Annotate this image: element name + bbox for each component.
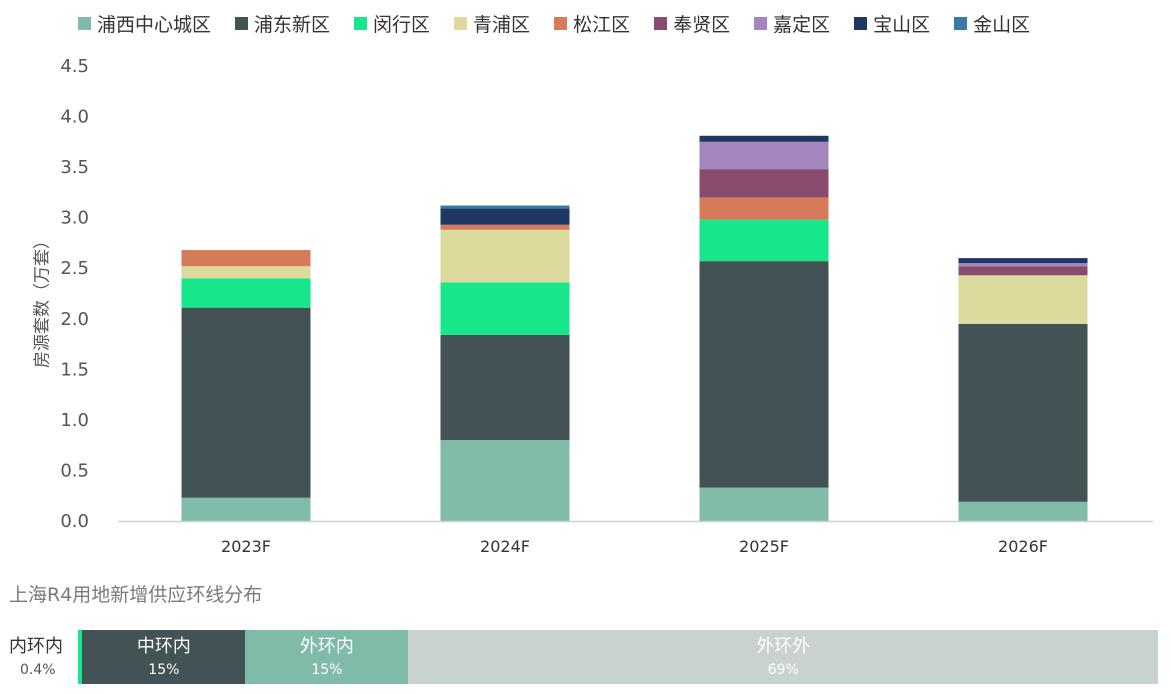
bar-segment: [958, 323, 1088, 502]
legend-item: 金山区: [954, 10, 1030, 37]
bar-segment: [699, 261, 829, 488]
bar-segment: [699, 135, 829, 142]
y-tick-label: 0.0: [60, 511, 89, 532]
bar-segment: [958, 501, 1088, 521]
legend-label: 嘉定区: [773, 13, 831, 36]
ring-distribution-bar: 中环内 15% 外环内 15% 外环外 69%: [78, 630, 1158, 684]
y-tick-label: 1.0: [60, 410, 89, 431]
legend-item: 浦东新区: [235, 10, 330, 37]
bar-segment: [181, 250, 311, 267]
legend-swatch: [454, 16, 468, 30]
legend-item: 嘉定区: [754, 10, 830, 37]
y-tick-label: 1.5: [60, 359, 89, 380]
y-tick-label: 2.0: [60, 309, 89, 330]
legend-item: 闵行区: [354, 10, 430, 37]
bar-segment: [440, 205, 570, 209]
legend-label: 金山区: [973, 13, 1031, 36]
x-tick-label: 2025F: [739, 537, 789, 556]
y-tick-label: 3.0: [60, 208, 89, 229]
y-tick-label: 2.5: [60, 258, 89, 279]
ring-pct-middle-ring: 15%: [148, 662, 180, 678]
y-tick-label: 4.0: [60, 107, 89, 128]
legend-item: 浦西中心城区: [78, 10, 211, 37]
legend-label: 青浦区: [473, 13, 531, 36]
y-tick-label: 3.5: [60, 157, 89, 178]
y-tick-label: 4.5: [60, 56, 89, 77]
bar-segment: [699, 141, 829, 170]
legend-label: 闵行区: [373, 13, 431, 36]
legend-item: 宝山区: [854, 10, 930, 37]
bar-segment: [958, 263, 1088, 267]
bar-segment: [181, 266, 311, 279]
bar-segment: [699, 487, 829, 521]
ring-pct-outer-ring: 15%: [311, 662, 343, 678]
bar-segment: [440, 224, 570, 230]
legend-item: 青浦区: [454, 10, 530, 37]
bar-segment: [440, 208, 570, 225]
ring-pct-inner-ring: 0.4%: [20, 662, 56, 678]
y-tick-label: 0.5: [60, 460, 89, 481]
x-tick-label: 2023F: [221, 537, 271, 556]
bar-segment: [699, 219, 829, 262]
bar-segment: [958, 266, 1088, 276]
legend-label: 浦西中心城区: [97, 13, 212, 36]
legend-label: 松江区: [573, 13, 631, 36]
legend-swatch: [654, 16, 668, 30]
ring-label-inner-ring: 内环内: [9, 636, 63, 657]
legend-swatch: [235, 16, 249, 30]
legend-swatch: [78, 16, 91, 30]
y-axis-label: 房源套数（万套）: [32, 232, 53, 368]
bar-segment: [440, 440, 570, 521]
bar-segment: [440, 282, 570, 335]
bar-segment: [440, 334, 570, 441]
ring-segment-inner-ring: [78, 630, 83, 684]
legend-label: 浦东新区: [254, 13, 331, 36]
bar-segment: [958, 258, 1088, 264]
x-tick-label: 2026F: [998, 537, 1048, 556]
legend-label: 奉贤区: [673, 13, 731, 36]
ring-segment-outside-outer-ring: 外环外 69%: [408, 630, 1158, 684]
legend-swatch: [854, 16, 868, 30]
legend-item: 松江区: [554, 10, 630, 37]
legend-swatch: [954, 16, 968, 30]
legend-item: 奉贤区: [654, 10, 730, 37]
ring-segment-middle-ring: 中环内 15%: [82, 630, 246, 684]
bar-segment: [699, 197, 829, 220]
legend-swatch: [554, 16, 568, 30]
bar-segment: [181, 278, 311, 308]
bar-segment: [699, 169, 829, 198]
ring-label-middle-ring: 中环内: [136, 636, 191, 657]
legend-swatch: [754, 16, 768, 30]
bar-segment: [181, 307, 311, 498]
x-tick-label: 2024F: [480, 537, 530, 556]
legend-label: 宝山区: [873, 13, 931, 36]
bar-segment: [181, 497, 311, 521]
chart-legend: 浦西中心城区 浦东新区 闵行区 青浦区 松江区 奉贤区 嘉定区 宝山区 金山区: [78, 10, 1054, 36]
ring-pct-outside-outer-ring: 69%: [767, 662, 799, 678]
ring-segment-outer-ring: 外环内 15%: [245, 630, 409, 684]
bar-segment: [958, 275, 1088, 324]
bar-segment: [440, 229, 570, 283]
legend-swatch: [354, 16, 368, 30]
ring-label-outer-ring: 外环内: [299, 636, 354, 657]
ring-section-title: 上海R4用地新增供应环线分布: [9, 584, 263, 606]
ring-label-outside-outer-ring: 外环外: [756, 636, 811, 657]
stacked-bar-chart: 0.0 0.5 1.0 1.5 2.0 2.5 3.0 3.5 4.0 4.5 2023F 2024F…: [60, 56, 1153, 556]
